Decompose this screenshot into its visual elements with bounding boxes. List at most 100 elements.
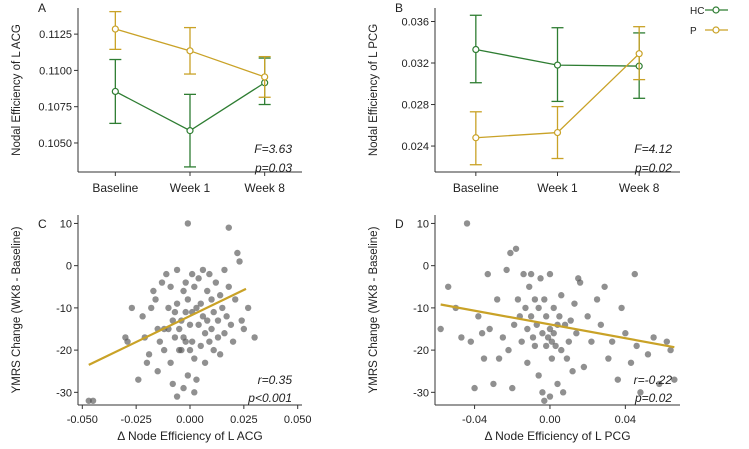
panel-b: B 0.024 0.028 0.032 0.036 Nodal Efficiency of… [368,1,680,195]
panel-c-x-label: Δ Node Efficiency of L ACG [117,429,262,443]
panel-c-y-tick-label: -20 [56,345,72,357]
panel-b-x-tick-label: Week 1 [537,181,578,195]
panel-d-stat-1: p=0.02 [634,391,672,405]
panel-d-scatter-point [493,296,501,303]
panel-d-scatter-point [546,393,554,400]
panel-d-scatter-point [565,338,573,345]
panel-b-stat-0: F=4.12 [634,142,672,156]
panel-c-scatter-point [193,304,200,312]
panel-d-scatter-point [510,321,518,328]
panel-d-letter: D [395,217,404,231]
panel-d-y-tick-label: -30 [413,387,429,399]
panel-c-letter: C [38,217,47,231]
panel-d-scatter-point [512,245,520,252]
panel-a-x-tick-label: Week 8 [244,181,285,195]
panel-d-y-label: YMRS Change (WK8 - Baseline) [368,226,380,393]
panel-d-scatter-point [535,304,542,312]
panel-c-scatter-point [208,296,215,303]
panel-c-scatter-point [216,292,224,299]
panel-a-letter: A [38,1,46,15]
panel-c-scatter-point [199,266,207,274]
panel-c-scatter-point [210,308,217,316]
panel-b-y-tick-label: 0.028 [401,100,429,112]
panel-c-scatter-point [182,338,189,345]
panel-d-scatter-point [527,270,535,278]
panel-d-scatter-point [548,355,556,362]
panel-d-scatter-point [539,330,546,337]
panel-b-letter: B [395,1,403,15]
panel-d-scatter-point [667,346,674,354]
panel-d-scatter-point [524,359,531,366]
panel-d-scatter-point [542,342,550,350]
legend-marker-p [712,26,720,34]
panel-d-scatter-point [556,313,563,320]
panel-d-scatter-point [663,338,671,345]
panel-d-x-tick-label: 0.00 [539,414,560,426]
panel-b-series-p-point [472,134,480,142]
panel-c-scatter-point [165,304,172,312]
panel-d-scatter-point [614,376,622,383]
panel-d-scatter-point [526,283,533,290]
panel-d-scatter-point [507,249,514,257]
panel-b-series-p-point [553,128,562,137]
panel-d-scatter-point [478,330,486,337]
panel-d-scatter-point [484,270,491,278]
panel-d-scatter-point [467,338,475,345]
panel-c-scatter-point [160,346,168,354]
panel-c-scatter-point [219,304,226,312]
panel-c-scatter-point [188,338,196,345]
panel-b-y-tick-label: 0.024 [401,141,429,153]
panel-c-scatter-point [180,287,187,295]
panel-d-scatter-point [554,380,561,388]
panel-d-scatter-point [618,304,625,312]
panel-c-scatter-point [223,313,230,320]
panel-a-series-p-point [261,73,269,81]
panel-c-scatter-point [225,283,232,290]
panel-c-scatter-point [229,338,237,345]
panel-d-scatter-point [458,334,465,341]
panel-c-scatter-point [171,308,179,316]
panel-a-series-p-point [111,25,119,33]
panel-c-scatter-point [173,300,181,307]
panel-d-scatter-point [671,376,678,383]
panel-d-scatter-point [544,334,552,341]
panel-d-scatter-point [531,296,539,303]
panel-c-scatter-point [152,296,159,303]
panel-d-scatter-point [550,304,557,312]
panel-c-scatter-point [244,304,252,312]
panel-d-scatter-point [503,266,510,274]
panel-c-x-tick-label: 0.050 [284,414,312,426]
panel-c-scatter-point [201,359,209,366]
panel-d-scatter-point [495,355,503,362]
panel-a-stat-0: F=3.63 [254,142,292,156]
panel-c-scatter-point [251,334,258,341]
panel-c-scatter-point [169,380,176,388]
panel-a-series-hc-point [111,87,119,96]
panel-c-scatter-point [240,325,248,333]
panel-c-scatter-point [169,317,176,324]
panel-c-scatter-point [148,304,155,312]
panel-c-scatter-point [139,313,146,320]
panel-d-x-label: Δ Node Efficiency of L PCG [484,429,630,443]
panel-d-scatter-point [514,296,522,303]
panel-b-y-tick-label: 0.032 [401,58,429,70]
panel-d-scatter-point [569,368,576,375]
panel-d-scatter-point [518,338,525,345]
panel-d-scatter-point [524,325,531,333]
panel-d-scatter-point [527,313,535,320]
panel-c-scatter-point [191,389,198,396]
panel-d-scatter-point [541,397,548,404]
panel-c-scatter-point [167,283,174,290]
panel-a-y-tick-label: 0.1050 [38,138,72,150]
panel-c-scatter-point [191,283,198,290]
panel-d-scatter-point [546,270,554,278]
panel-c: C -30 -20 -10 0 10 YMRS Change (WK8 - Baseline… [11,215,311,443]
panel-d-scatter-point [633,342,640,350]
panel-c-scatter-point [167,359,174,366]
panel-d-scatter-point [548,338,556,345]
panel-d-scatter-point [509,384,516,392]
panel-c-scatter-point [208,325,215,333]
panel-c-scatter-point [214,317,222,324]
panel-c-scatter-point [89,397,97,404]
panel-d-scatter-point [601,283,608,290]
